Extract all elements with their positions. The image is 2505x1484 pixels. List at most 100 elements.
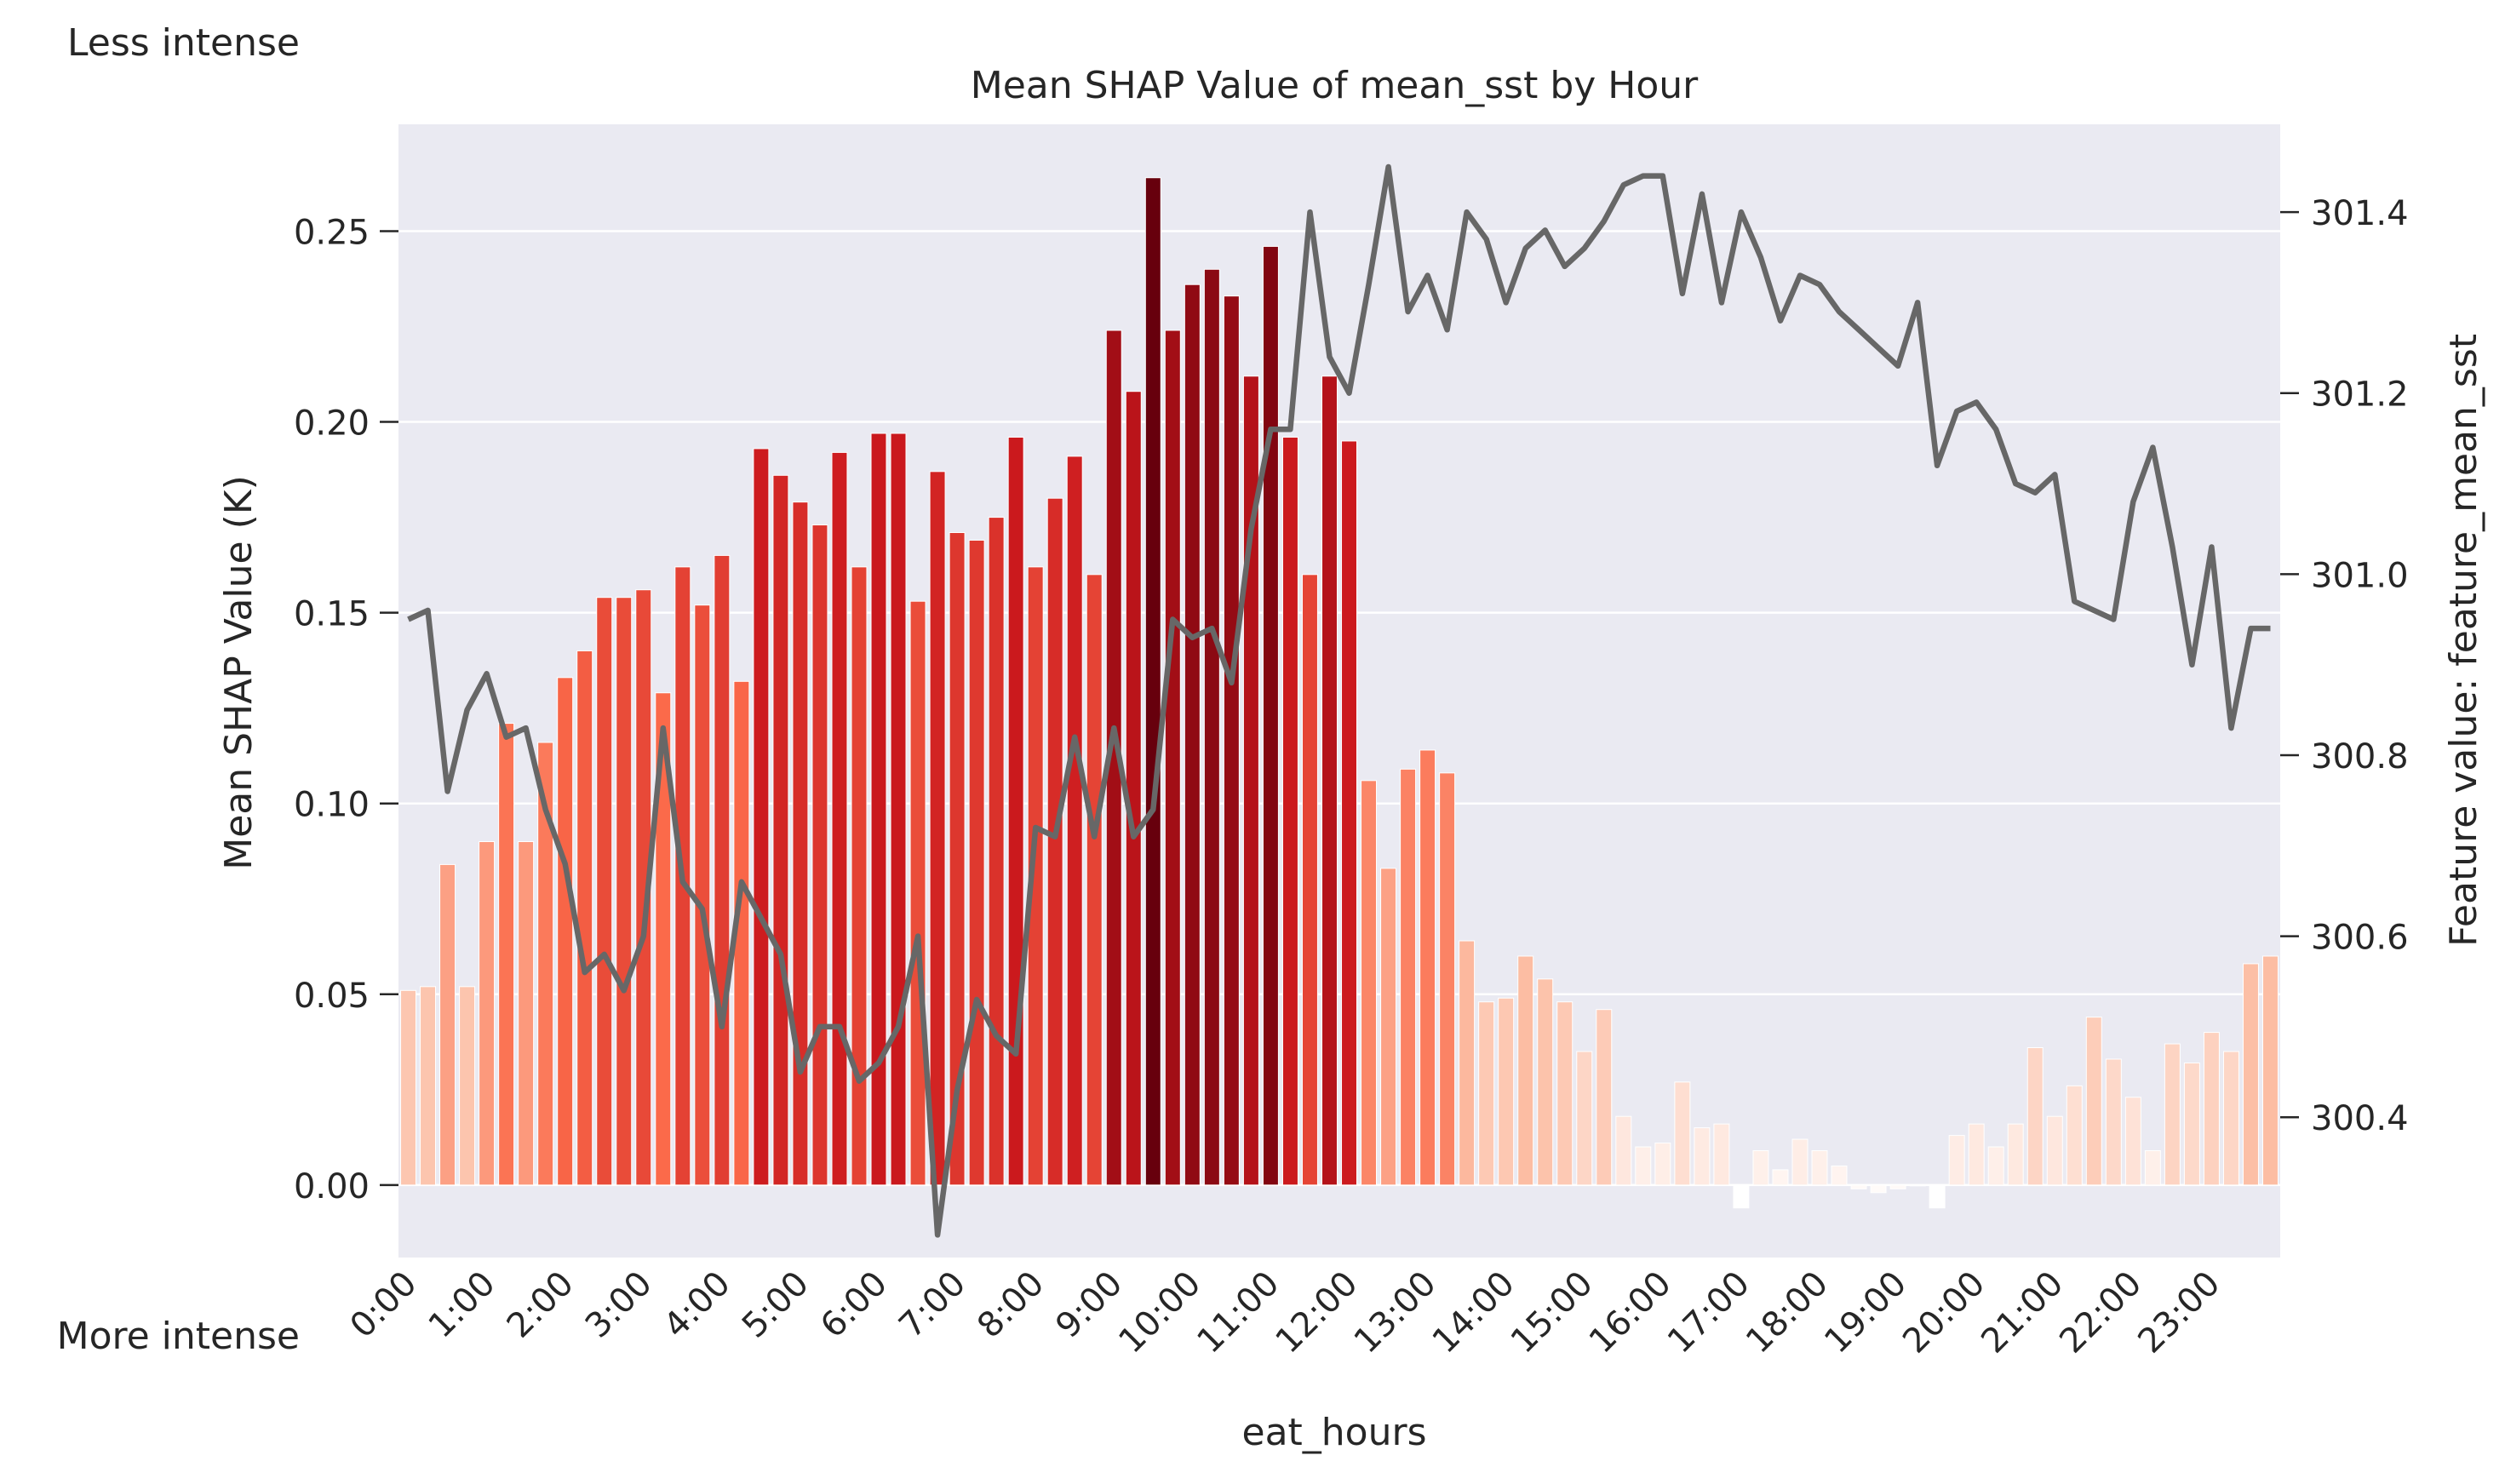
bar — [1203, 268, 1220, 1186]
plot-area — [398, 124, 2280, 1258]
bar — [1380, 868, 1397, 1186]
bar — [596, 597, 613, 1186]
x-tick-label: 0:00 — [343, 1264, 425, 1346]
bar — [655, 692, 672, 1186]
chart-title: Mean SHAP Value of mean_sst by Hour — [971, 64, 1699, 107]
bar — [831, 451, 848, 1186]
bar — [1713, 1123, 1730, 1186]
x-tick-label: 20:00 — [1895, 1264, 1992, 1361]
feature-value-line — [407, 163, 2271, 1238]
bar — [635, 589, 652, 1186]
bar — [870, 433, 887, 1186]
y2-tick-label: 300.8 — [2311, 737, 2409, 776]
bar — [1929, 1184, 1946, 1209]
x-tick-label: 11:00 — [1189, 1264, 1287, 1361]
x-tick-label: 4:00 — [656, 1264, 738, 1346]
bar — [1223, 295, 1240, 1186]
bar — [2105, 1058, 2122, 1186]
bar — [1027, 566, 1044, 1186]
bar — [1164, 329, 1181, 1186]
x-tick-label: 13:00 — [1347, 1264, 1444, 1361]
bar — [1262, 245, 1279, 1186]
colorbar-label-top: Less intense — [67, 21, 300, 65]
bar — [1361, 780, 1378, 1186]
y2-axis-label: Feature value: feature_mean_sst — [2442, 334, 2485, 947]
bar — [576, 650, 593, 1186]
bar — [694, 604, 711, 1186]
x-tick-label: 2:00 — [500, 1264, 582, 1346]
bar — [479, 841, 496, 1186]
bar — [1498, 997, 1515, 1186]
y-tick-label: 0.05 — [294, 977, 370, 1016]
x-tick-label: 5:00 — [735, 1264, 817, 1346]
bar — [2046, 1115, 2063, 1186]
bar — [2007, 1123, 2024, 1186]
y2-tick-label: 301.2 — [2311, 375, 2409, 415]
line-series — [407, 163, 2271, 1238]
bar — [1948, 1135, 1965, 1186]
bar — [1419, 749, 1436, 1186]
x-tick-label: 10:00 — [1111, 1264, 1208, 1361]
bar — [949, 532, 966, 1186]
bar — [1654, 1143, 1671, 1186]
bar — [518, 841, 535, 1186]
bar — [811, 524, 828, 1186]
y2-tick-label: 300.4 — [2311, 1099, 2409, 1138]
x-tick-label: 23:00 — [2130, 1264, 2227, 1361]
bar — [890, 433, 907, 1186]
gridlines — [398, 230, 2280, 1187]
bar — [714, 554, 731, 1186]
bar — [2085, 1017, 2102, 1186]
bar — [792, 501, 809, 1186]
bar — [2242, 963, 2259, 1186]
x-tick-label: 6:00 — [813, 1264, 895, 1346]
bar — [1007, 436, 1024, 1186]
bar — [1752, 1150, 1769, 1186]
y2-tick-label: 300.6 — [2311, 919, 2409, 958]
x-tick-label: 21:00 — [1974, 1264, 2071, 1361]
x-tick-label: 7:00 — [891, 1264, 973, 1346]
x-tick-label: 16:00 — [1582, 1264, 1679, 1361]
bar — [2183, 1062, 2200, 1186]
y-tick-label: 0.00 — [294, 1167, 370, 1206]
x-tick-label: 8:00 — [970, 1264, 1052, 1346]
bar — [537, 742, 554, 1186]
bar — [1889, 1184, 1906, 1189]
bar — [1517, 955, 1534, 1186]
x-tick-label: 12:00 — [1269, 1264, 1366, 1361]
bar — [1066, 456, 1083, 1186]
bar — [1870, 1184, 1887, 1194]
bar — [498, 723, 515, 1186]
bar — [851, 566, 868, 1186]
bar — [1321, 375, 1338, 1186]
x-tick-label: 1:00 — [421, 1264, 503, 1346]
y-tick-label: 0.10 — [294, 786, 370, 825]
bar — [1772, 1169, 1789, 1186]
bar — [1086, 574, 1103, 1186]
bar — [557, 677, 574, 1186]
bar — [772, 474, 789, 1186]
bar — [753, 448, 770, 1186]
bar — [1459, 940, 1476, 1186]
bar — [2124, 1097, 2141, 1186]
x-tick-label: 14:00 — [1425, 1264, 1522, 1361]
bar — [400, 989, 416, 1186]
bar — [616, 597, 633, 1186]
bar — [2026, 1047, 2044, 1186]
y2-tick-label: 301.4 — [2311, 194, 2409, 233]
y-tick-label: 0.25 — [294, 213, 370, 252]
bar — [1341, 440, 1357, 1186]
x-tick-label: 19:00 — [1817, 1264, 1914, 1361]
bar — [988, 517, 1005, 1186]
bar — [1850, 1184, 1867, 1189]
bar — [929, 471, 946, 1186]
bar — [439, 863, 456, 1186]
bar — [2144, 1150, 2161, 1186]
bar — [1674, 1081, 1691, 1186]
bar — [1281, 436, 1298, 1186]
y-tick-label: 0.15 — [294, 595, 370, 634]
bar — [1596, 1009, 1613, 1186]
x-axis-label: eat_hours — [1242, 1411, 1427, 1454]
